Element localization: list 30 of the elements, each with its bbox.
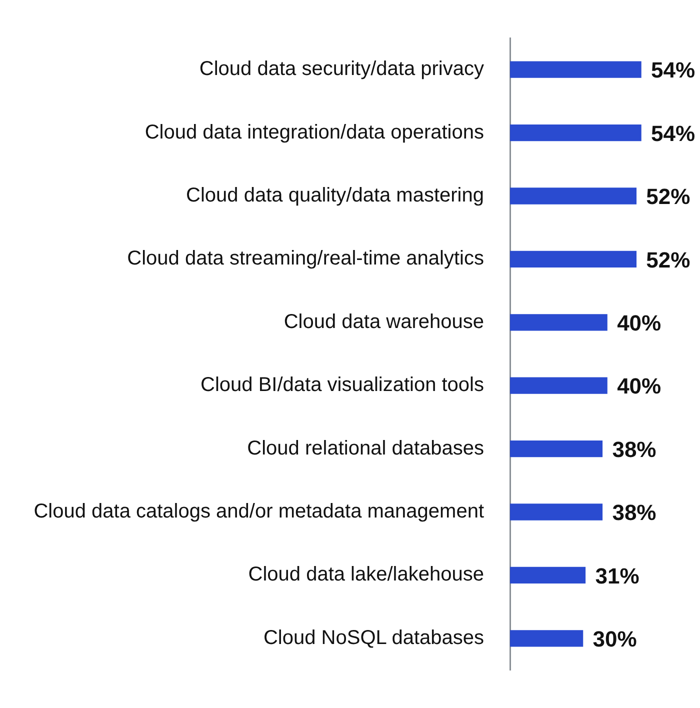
bar: [510, 250, 637, 268]
bar: [510, 314, 608, 331]
bar: [510, 566, 586, 584]
bar: [510, 630, 584, 647]
bar: [510, 188, 637, 204]
data-label: 40%: [617, 374, 662, 399]
data-label: 52%: [646, 184, 690, 210]
y-tick-label: Cloud BI/data visualization tools: [200, 374, 484, 396]
data-label: 30%: [592, 626, 637, 652]
data-label: 40%: [617, 310, 662, 336]
data-label: 52%: [646, 247, 690, 272]
y-tick-label: Cloud data streaming/real-time analytics: [127, 248, 484, 270]
y-tick-label: Cloud data catalogs and/or metadata management: [34, 500, 484, 523]
bar: [510, 504, 603, 520]
data-label: 54%: [651, 120, 696, 146]
y-tick-label: Cloud relational databases: [247, 437, 484, 460]
y-tick-label: Cloud data quality/data mastering: [186, 184, 484, 207]
y-tick-label: Cloud NoSQL databases: [263, 626, 484, 649]
bar: [510, 61, 642, 78]
y-tick-label: Cloud data lake/lakehouse: [248, 564, 484, 586]
bar: [510, 124, 642, 142]
data-label: 31%: [595, 563, 640, 588]
bar: [510, 440, 603, 458]
y-tick-label: Cloud data security/data privacy: [199, 58, 484, 80]
y-tick-label: Cloud data warehouse: [284, 310, 484, 333]
data-label: 38%: [612, 500, 656, 526]
y-tick-label: Cloud data integration/data operations: [144, 121, 484, 144]
bar: [510, 377, 608, 394]
data-label: 54%: [651, 58, 696, 83]
data-label: 38%: [612, 436, 656, 462]
